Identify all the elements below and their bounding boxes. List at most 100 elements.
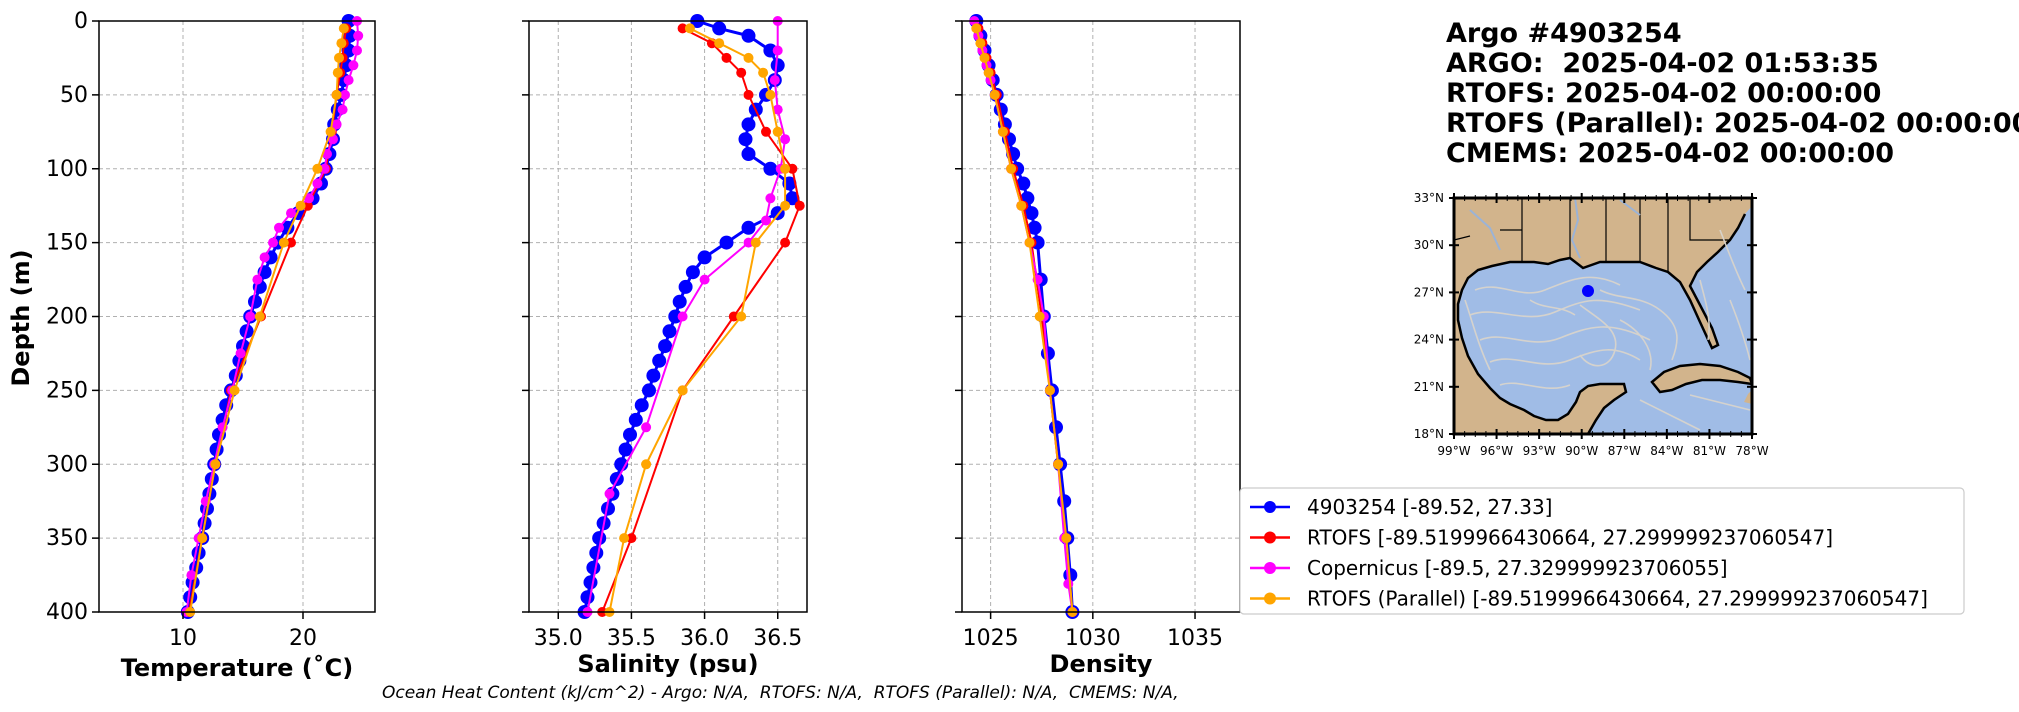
salinity-rtofs-point	[787, 163, 798, 174]
temperature-parallel-point	[210, 459, 221, 470]
density-rtofs-line	[977, 28, 1074, 613]
salinity-parallel-point	[780, 163, 791, 174]
salinity-copernicus-point	[677, 311, 688, 322]
legend: 4903254 [-89.52, 27.33] RTOFS [-89.519996…	[1239, 487, 1965, 615]
density-argo-point	[1057, 494, 1072, 509]
y-tick-label: 250	[46, 378, 88, 403]
density-argo-point	[1024, 206, 1039, 221]
salinity-rtofs-point	[736, 67, 747, 78]
map-latitude-labels: 33°N 30°N 27°N 24°N 21°N 18°N	[1414, 191, 1444, 441]
temperature-copernicus-point	[331, 119, 342, 130]
temperature-parallel-point	[334, 52, 344, 63]
temperature-parallel-point	[197, 533, 208, 544]
salinity-copernicus-point	[772, 45, 783, 56]
map-current-streamlines	[1464, 229, 1751, 431]
temperature-copernicus-point	[274, 222, 284, 233]
temperature-parallel-point	[229, 385, 240, 396]
density-x-tick-label: 1035	[1167, 626, 1223, 651]
salinity-parallel-point	[736, 311, 747, 322]
temperature-rtofs-point	[302, 200, 313, 211]
temperature-x-tick-label: 10	[169, 626, 197, 651]
temperature-parallel-line	[189, 28, 345, 613]
salinity-parallel-point	[743, 52, 754, 63]
salinity-argo-point	[662, 324, 677, 339]
y-tick-label: 350	[46, 526, 88, 551]
density-argo-point	[1016, 176, 1031, 191]
map-lon-label: 93°W	[1523, 444, 1556, 458]
density-parallel-point	[1061, 533, 1072, 544]
salinity-argo-point	[642, 383, 656, 398]
legend-parallel-label: RTOFS (Parallel) [-89.5199966430664, 27.…	[1307, 587, 1928, 611]
salinity-copernicus-point	[769, 75, 780, 86]
salinity-rtofs-point	[728, 311, 739, 322]
salinity-copernicus-point	[743, 237, 754, 248]
salinity-argo-point	[770, 58, 785, 73]
footer-ohc-note: Ocean Heat Content (kJ/cm^2) - Argo: N/A…	[382, 683, 1179, 703]
map-state-borders	[1454, 198, 1730, 272]
temperature-copernicus-point	[352, 45, 362, 56]
salinity-parallel-point	[765, 89, 776, 100]
salinity-argo-point	[697, 250, 712, 265]
salinity-x-tick-label: 36.5	[753, 626, 802, 651]
temperature-parallel-point	[331, 89, 342, 100]
title-cmems-time: CMEMS: 2025-04-02 00:00:00	[1446, 138, 1894, 169]
salinity-x-tick-label: 36.0	[680, 626, 729, 651]
salinity-parallel-point	[780, 200, 791, 211]
salinity-copernicus-point	[761, 215, 771, 226]
salinity-copernicus-point	[699, 274, 710, 285]
salinity-rtofs-point	[794, 200, 805, 211]
temperature-copernicus-point	[304, 193, 314, 204]
density-copernicus-point	[1063, 578, 1074, 589]
density-x-tick-label: 1025	[963, 626, 1019, 651]
map-tick-marks	[1449, 193, 1757, 439]
salinity-argo-point	[646, 368, 661, 383]
y-tick-label: 150	[46, 231, 88, 256]
legend-copernicus-label: Copernicus [-89.5, 27.329999923706055]	[1307, 556, 1728, 580]
density-parallel-point	[1044, 385, 1055, 396]
temperature-copernicus-point	[259, 252, 270, 263]
temperature-x-tick-label: 20	[289, 626, 317, 651]
map-land-north	[1454, 198, 1752, 434]
temperature-parallel-point	[338, 23, 349, 34]
salinity-argo-point	[785, 191, 800, 206]
map-lat-label: 27°N	[1414, 285, 1444, 299]
temperature-copernicus-point	[353, 30, 364, 41]
temperature-copernicus-point	[286, 208, 296, 219]
salinity-argo-point	[634, 398, 649, 413]
salinity-argo-point	[668, 309, 683, 324]
salinity-argo-point	[678, 279, 693, 294]
salinity-copernicus-point	[765, 193, 776, 204]
temperature-copernicus-point	[319, 163, 330, 174]
temperature-copernicus-point	[252, 274, 263, 285]
salinity-rtofs-point	[743, 89, 754, 100]
inset-map: 33°N 30°N 27°N 24°N 21°N 18°N 99°W 96°W 93°W 90°…	[1414, 191, 1769, 458]
map-lon-label: 84°W	[1650, 444, 1683, 458]
density-parallel-point	[975, 38, 986, 49]
temperature-copernicus-point	[340, 89, 350, 100]
temperature-parallel-point	[295, 200, 306, 211]
density-x-axis-label: Density	[1050, 650, 1153, 678]
density-parallel-point	[979, 52, 990, 63]
map-lon-label: 78°W	[1735, 444, 1768, 458]
map-lat-label: 24°N	[1414, 333, 1444, 347]
legend-parallel-marker	[1264, 592, 1276, 605]
density-parallel-point	[1006, 163, 1017, 174]
salinity-rtofs-point	[721, 52, 732, 63]
density-series-group	[969, 14, 1080, 619]
salinity-argo-point	[658, 339, 673, 354]
legend-box	[1239, 487, 1965, 615]
temperature-parallel-point	[312, 163, 323, 174]
legend-rtofs-label: RTOFS [-89.5199966430664, 27.29999923706…	[1307, 526, 1833, 550]
density-x-tick-label: 1030	[1065, 626, 1121, 651]
map-lat-label: 21°N	[1414, 380, 1444, 394]
salinity-argo-point	[763, 161, 778, 176]
map-land-cuba	[1652, 364, 1752, 392]
temperature-copernicus-point	[343, 75, 354, 86]
salinity-copernicus-point	[604, 488, 615, 499]
temperature-x-axis-label: Temperature (˚C)	[121, 654, 354, 682]
temperature-copernicus-point	[337, 104, 348, 115]
map-coastline	[1456, 213, 1747, 434]
map-longitude-labels: 99°W 96°W 93°W 90°W 87°W 84°W 81°W 78°W	[1437, 444, 1768, 458]
